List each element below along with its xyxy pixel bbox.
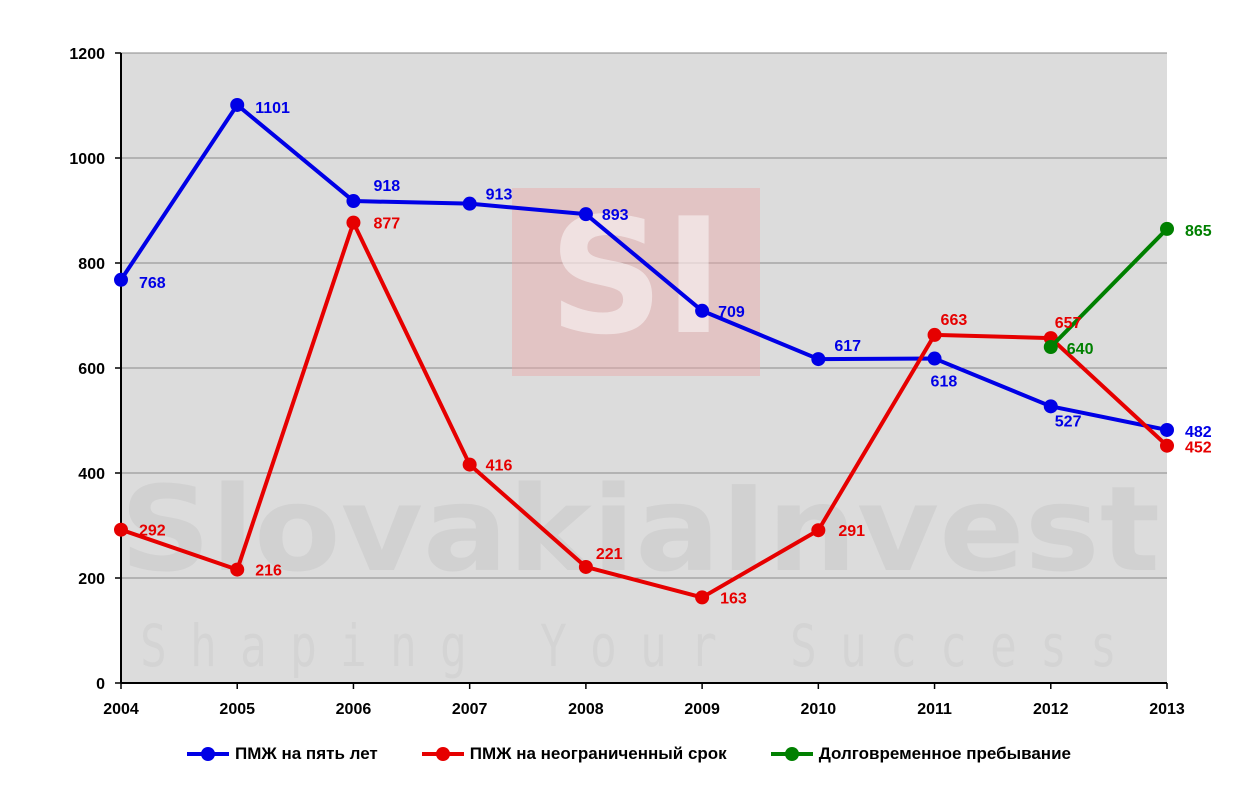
legend-label: Долговременное пребывание bbox=[818, 744, 1071, 763]
y-tick-label: 400 bbox=[78, 466, 105, 483]
legend: ПМЖ на пять лет ПМЖ на неограниченный ср… bbox=[0, 740, 1258, 768]
data-point-1-2004 bbox=[114, 522, 128, 537]
data-label-0-2005: 1101 bbox=[255, 100, 290, 117]
y-tick-label: 800 bbox=[78, 256, 105, 273]
data-point-0-2006 bbox=[346, 194, 361, 209]
data-point-1-2011 bbox=[927, 327, 942, 342]
legend-item-series-0: ПМЖ на пять лет bbox=[187, 744, 378, 764]
watermark: SI SlovakiaInvest Shaping Your Success bbox=[120, 183, 1160, 680]
data-point-1-2010 bbox=[811, 523, 826, 538]
data-point-1-2005 bbox=[230, 562, 245, 577]
y-axis-ticks: 0 200 400 600 800 1000 1200 bbox=[69, 46, 121, 693]
watermark-logo-text: SI bbox=[549, 183, 724, 370]
x-tick-label: 2012 bbox=[1033, 701, 1069, 718]
x-tick-label: 2008 bbox=[568, 701, 604, 718]
data-point-1-2013 bbox=[1160, 438, 1174, 453]
data-label-1-2007: 416 bbox=[486, 458, 513, 475]
x-tick-label: 2006 bbox=[336, 701, 372, 718]
x-tick-label: 2007 bbox=[452, 701, 488, 718]
x-tick-label: 2011 bbox=[917, 701, 952, 718]
x-tick-label: 2009 bbox=[684, 701, 720, 718]
data-label-0-2009: 709 bbox=[718, 304, 745, 321]
y-tick-label: 600 bbox=[78, 361, 105, 378]
watermark-brand: SlovakiaInvest bbox=[120, 460, 1160, 598]
data-label-1-2011: 663 bbox=[941, 312, 968, 329]
y-tick-label: 0 bbox=[96, 676, 105, 693]
data-point-0-2009 bbox=[695, 303, 710, 318]
legend-label: ПМЖ на пять лет bbox=[235, 744, 378, 763]
series-line-0 bbox=[119, 102, 1168, 432]
series-line-2 bbox=[1049, 227, 1169, 349]
data-point-0-2011 bbox=[927, 351, 942, 366]
data-labels: 768 1101 918 913 893 709 617 618 527 482 292 216 877… bbox=[139, 100, 1212, 607]
series-line-1 bbox=[120, 220, 1169, 600]
data-point-2-2012 bbox=[1043, 340, 1058, 354]
x-tick-label: 2010 bbox=[801, 701, 837, 718]
data-point-2-2013 bbox=[1160, 221, 1174, 236]
y-tick-label: 200 bbox=[78, 571, 105, 588]
data-point-0-2010 bbox=[811, 352, 826, 367]
data-label-0-2011: 618 bbox=[931, 374, 958, 391]
data-point-0-2013 bbox=[1160, 422, 1174, 437]
data-point-0-2005 bbox=[230, 97, 245, 112]
watermark-slogan: Shaping Your Success bbox=[140, 612, 1140, 680]
data-label-2-2012: 640 bbox=[1067, 341, 1094, 358]
series-layer bbox=[114, 97, 1174, 605]
data-label-0-2010: 617 bbox=[834, 338, 861, 355]
legend-marker-green bbox=[770, 747, 813, 761]
data-point-0-2004 bbox=[114, 272, 128, 287]
data-point-0-2012 bbox=[1043, 399, 1058, 414]
data-label-1-2006: 877 bbox=[373, 216, 400, 233]
data-label-0-2006: 918 bbox=[373, 178, 400, 195]
data-label-1-2012: 657 bbox=[1055, 315, 1082, 332]
data-label-0-2007: 913 bbox=[486, 187, 513, 204]
legend-item-series-2: Долговременное пребывание bbox=[770, 744, 1071, 764]
legend-label: ПМЖ на неограниченный срок bbox=[469, 744, 727, 763]
watermark-logo-box bbox=[512, 188, 760, 376]
data-label-1-2005: 216 bbox=[255, 563, 282, 580]
data-label-1-2010: 291 bbox=[838, 523, 865, 540]
data-point-0-2007 bbox=[462, 196, 477, 211]
legend-marker-blue bbox=[187, 747, 230, 761]
data-label-0-2012: 527 bbox=[1055, 413, 1082, 430]
x-tick-label: 2005 bbox=[219, 701, 255, 718]
data-label-0-2004: 768 bbox=[139, 275, 166, 292]
y-tick-label: 1000 bbox=[69, 151, 105, 168]
data-point-1-2006 bbox=[346, 215, 361, 230]
data-label-1-2004: 292 bbox=[139, 523, 166, 540]
data-point-1-2008 bbox=[578, 559, 593, 574]
data-label-0-2008: 893 bbox=[602, 207, 629, 224]
data-label-0-2013: 482 bbox=[1185, 424, 1212, 441]
legend-marker-red bbox=[421, 747, 464, 761]
data-label-1-2009: 163 bbox=[720, 590, 747, 607]
legend-item-series-1: ПМЖ на неограниченный срок bbox=[421, 744, 727, 764]
data-point-1-2009 bbox=[695, 590, 710, 605]
data-label-1-2013: 452 bbox=[1185, 440, 1212, 457]
x-tick-label: 2013 bbox=[1149, 701, 1185, 718]
data-label-1-2008: 221 bbox=[596, 546, 623, 563]
data-point-1-2007 bbox=[462, 457, 477, 472]
data-point-0-2008 bbox=[578, 207, 593, 222]
data-label-2-2013: 865 bbox=[1185, 223, 1212, 240]
x-axis-ticks: 2004 2005 2006 2007 2008 2009 2010 2011 2012 2013 bbox=[103, 683, 1185, 718]
y-tick-label: 1200 bbox=[69, 46, 105, 63]
x-tick-label: 2004 bbox=[103, 701, 139, 718]
